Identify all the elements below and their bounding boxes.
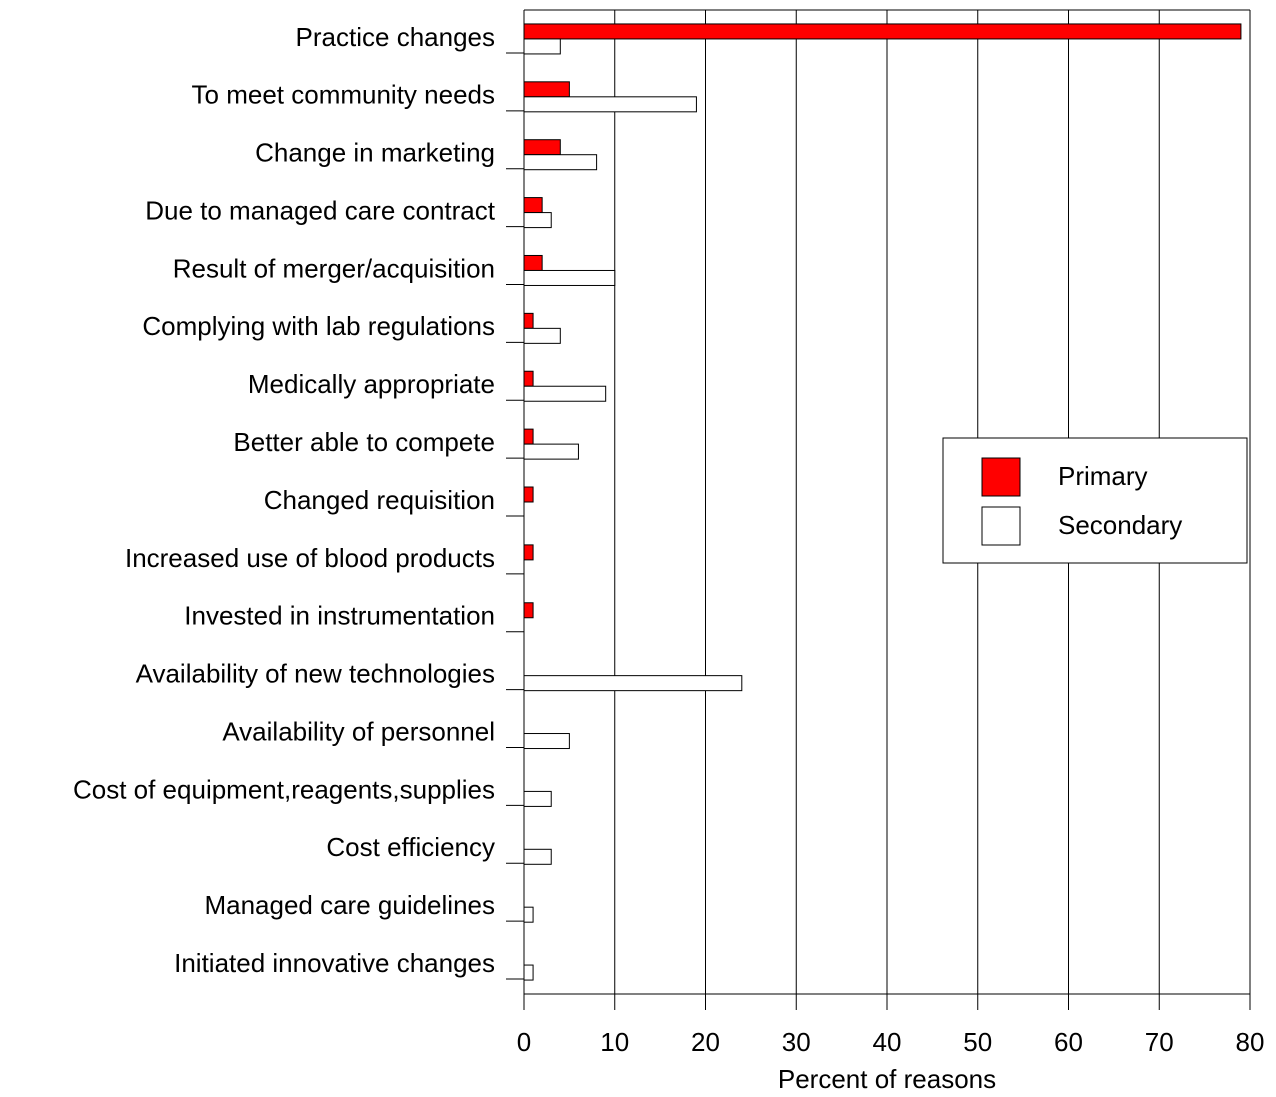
- bar: [523, 197, 543, 214]
- x-tick-label: 60: [1054, 1027, 1083, 1057]
- bar: [523, 269, 616, 286]
- y-tick-label: Changed requisition: [264, 485, 495, 515]
- bar: [523, 443, 579, 460]
- bar: [523, 96, 697, 113]
- bar: [523, 848, 552, 865]
- y-tick-label: Invested in instrumentation: [184, 601, 495, 631]
- x-tick-label: 0: [517, 1027, 531, 1057]
- x-tick-label: 70: [1145, 1027, 1174, 1057]
- bar: [523, 38, 561, 55]
- y-tick-label: Result of merger/acquisition: [173, 253, 495, 283]
- x-tick-label: 20: [691, 1027, 720, 1057]
- y-tick-label: Complying with lab regulations: [142, 311, 495, 341]
- bar: [523, 312, 534, 329]
- legend-swatch: [981, 506, 1021, 546]
- bar: [523, 486, 534, 503]
- y-tick-label: To meet community needs: [192, 80, 495, 110]
- bar: [523, 602, 534, 619]
- x-tick-label: 50: [963, 1027, 992, 1057]
- y-tick-label: Practice changes: [296, 22, 495, 52]
- y-tick-label: Better able to compete: [233, 427, 495, 457]
- y-tick-label: Availability of new technologies: [136, 659, 495, 689]
- y-tick-label: Cost of equipment,reagents,supplies: [73, 774, 495, 804]
- bar: [523, 23, 1242, 40]
- y-tick-label: Change in marketing: [255, 138, 495, 168]
- bar: [523, 370, 534, 387]
- x-tick-label: 10: [600, 1027, 629, 1057]
- bar: [523, 790, 552, 807]
- bar: [523, 733, 570, 750]
- bar: [523, 254, 543, 271]
- legend-swatch: [981, 457, 1021, 497]
- x-tick-label: 40: [873, 1027, 902, 1057]
- bar: [523, 212, 552, 229]
- bar: [523, 964, 534, 981]
- bar: [523, 675, 743, 692]
- x-axis-label: Percent of reasons: [778, 1064, 996, 1094]
- y-tick-label: Initiated innovative changes: [174, 948, 495, 978]
- bar: [523, 139, 561, 156]
- x-tick-label: 30: [782, 1027, 811, 1057]
- y-tick-label: Increased use of blood products: [125, 543, 495, 573]
- bar: [523, 544, 534, 561]
- y-tick-label: Cost efficiency: [326, 832, 495, 862]
- legend-label: Primary: [1058, 461, 1148, 491]
- y-tick-label: Due to managed care contract: [145, 195, 496, 225]
- bar: [523, 906, 534, 923]
- bar: [523, 428, 534, 445]
- legend-label: Secondary: [1058, 510, 1182, 540]
- y-tick-label: Availability of personnel: [222, 716, 495, 746]
- bar: [523, 327, 561, 344]
- bar: [523, 385, 607, 402]
- y-tick-label: Medically appropriate: [248, 369, 495, 399]
- y-tick-label: Managed care guidelines: [204, 890, 495, 920]
- bar: [523, 81, 570, 98]
- bar: [523, 154, 598, 171]
- x-tick-label: 80: [1236, 1027, 1265, 1057]
